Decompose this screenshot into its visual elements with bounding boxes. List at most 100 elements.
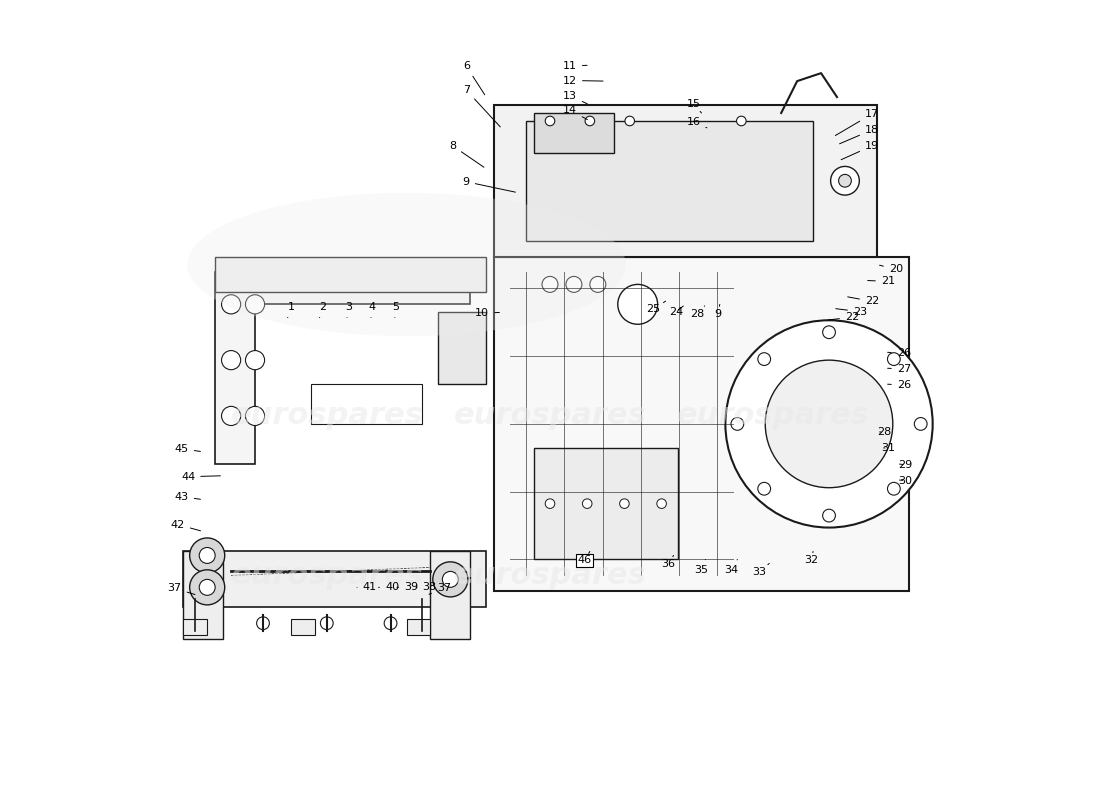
Circle shape xyxy=(737,116,746,126)
Text: 5: 5 xyxy=(393,302,399,318)
Circle shape xyxy=(221,406,241,426)
Bar xyxy=(407,619,430,635)
Text: 45: 45 xyxy=(175,444,200,454)
Bar xyxy=(290,619,315,635)
Text: 38: 38 xyxy=(416,582,437,592)
Text: eurospares: eurospares xyxy=(676,402,870,430)
Circle shape xyxy=(823,326,835,338)
Bar xyxy=(184,551,223,639)
Bar xyxy=(184,619,207,635)
Text: 15: 15 xyxy=(686,98,702,113)
Circle shape xyxy=(546,116,554,126)
Bar xyxy=(439,312,486,384)
Circle shape xyxy=(830,166,859,195)
Text: 32: 32 xyxy=(804,551,818,566)
Text: 1: 1 xyxy=(287,302,295,318)
Polygon shape xyxy=(216,273,471,464)
Text: 3: 3 xyxy=(344,302,352,318)
Bar xyxy=(494,257,909,591)
Circle shape xyxy=(758,482,771,495)
Circle shape xyxy=(199,547,216,563)
Text: 21: 21 xyxy=(868,277,895,286)
Text: 44: 44 xyxy=(182,472,220,482)
Circle shape xyxy=(725,320,933,527)
Text: 7: 7 xyxy=(463,85,500,127)
Circle shape xyxy=(625,116,635,126)
Text: 9: 9 xyxy=(714,304,720,319)
Text: 37: 37 xyxy=(429,583,451,594)
Text: 30: 30 xyxy=(899,476,912,486)
Text: 2: 2 xyxy=(319,302,327,318)
Text: 41: 41 xyxy=(358,582,377,592)
Circle shape xyxy=(914,418,927,430)
Text: 22: 22 xyxy=(848,296,879,306)
Circle shape xyxy=(256,617,270,630)
Text: 28: 28 xyxy=(691,306,705,319)
Circle shape xyxy=(199,579,216,595)
Circle shape xyxy=(838,174,851,187)
Circle shape xyxy=(542,277,558,292)
Text: 22: 22 xyxy=(828,312,859,322)
Circle shape xyxy=(565,277,582,292)
Text: 12: 12 xyxy=(563,75,603,86)
Circle shape xyxy=(189,538,224,573)
Text: eurospares: eurospares xyxy=(453,402,647,430)
Circle shape xyxy=(189,570,224,605)
Circle shape xyxy=(432,562,468,597)
Circle shape xyxy=(582,499,592,509)
Bar xyxy=(535,448,678,559)
Circle shape xyxy=(245,406,265,426)
Text: 13: 13 xyxy=(563,90,587,104)
Text: 26: 26 xyxy=(888,348,911,358)
Circle shape xyxy=(758,353,771,366)
Circle shape xyxy=(590,277,606,292)
Text: 33: 33 xyxy=(752,563,769,578)
Text: 19: 19 xyxy=(842,141,879,160)
Text: 10: 10 xyxy=(475,308,499,318)
Circle shape xyxy=(766,360,893,488)
Text: 11: 11 xyxy=(563,61,587,71)
Circle shape xyxy=(619,499,629,509)
Circle shape xyxy=(888,353,900,366)
Circle shape xyxy=(245,350,265,370)
Circle shape xyxy=(384,617,397,630)
Text: 31: 31 xyxy=(881,443,894,453)
Bar xyxy=(184,551,486,607)
Circle shape xyxy=(618,285,658,324)
Text: 4: 4 xyxy=(368,302,376,318)
Text: 20: 20 xyxy=(880,265,903,274)
Circle shape xyxy=(823,510,835,522)
Text: eurospares: eurospares xyxy=(453,561,647,590)
Text: 9: 9 xyxy=(463,177,516,192)
Text: 36: 36 xyxy=(661,555,675,570)
Text: eurospares: eurospares xyxy=(230,561,424,590)
Text: 14: 14 xyxy=(563,105,587,120)
Circle shape xyxy=(546,499,554,509)
Text: 27: 27 xyxy=(888,364,911,374)
Circle shape xyxy=(245,294,265,314)
Circle shape xyxy=(221,350,241,370)
Bar xyxy=(311,384,422,424)
Circle shape xyxy=(657,499,667,509)
Text: 17: 17 xyxy=(835,109,879,135)
Circle shape xyxy=(221,294,241,314)
Text: 34: 34 xyxy=(724,559,738,575)
Text: 37: 37 xyxy=(167,583,195,594)
Text: 42: 42 xyxy=(170,519,200,531)
Text: 25: 25 xyxy=(647,301,666,314)
Bar xyxy=(535,113,614,153)
Text: 35: 35 xyxy=(694,559,708,575)
Circle shape xyxy=(442,571,459,587)
Text: 23: 23 xyxy=(836,306,867,317)
Ellipse shape xyxy=(187,193,626,336)
Text: 6: 6 xyxy=(463,61,485,94)
Text: eurospares: eurospares xyxy=(230,402,424,430)
Text: 26: 26 xyxy=(888,380,911,390)
Circle shape xyxy=(585,116,595,126)
Text: 29: 29 xyxy=(899,460,913,470)
Text: 43: 43 xyxy=(175,492,200,502)
Text: 8: 8 xyxy=(449,141,484,167)
Text: 40: 40 xyxy=(378,582,399,592)
Bar xyxy=(526,121,813,241)
Bar xyxy=(216,257,486,292)
